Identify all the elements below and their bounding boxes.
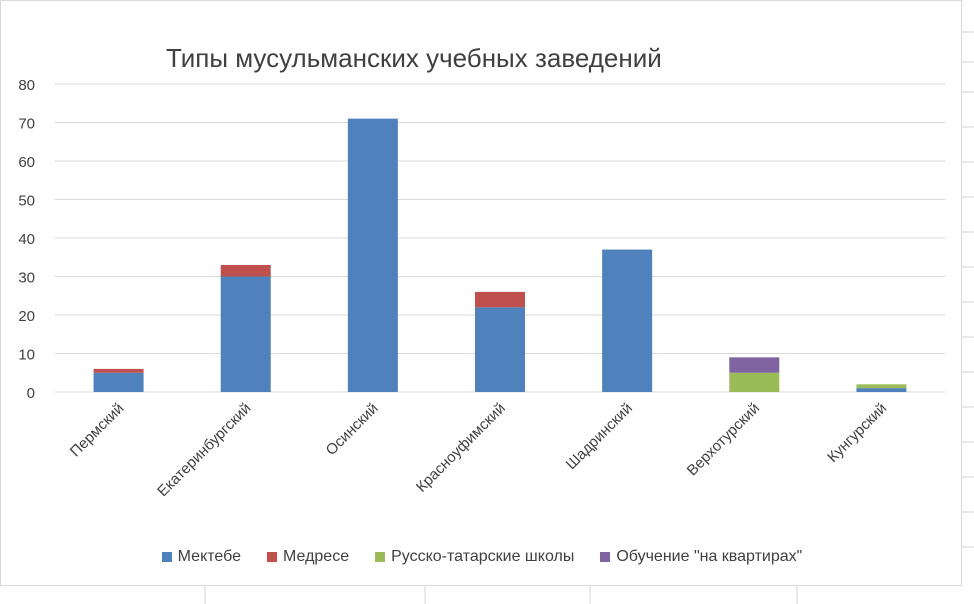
chart-area[interactable]: Типы мусульманских учебных заведений 0 10… xyxy=(0,0,962,586)
y-tick-label: 10 xyxy=(18,347,35,364)
y-tick-label: 20 xyxy=(18,308,35,325)
bar-3-6 xyxy=(729,372,780,392)
bar-2-4 xyxy=(475,291,525,308)
x-tick-label: Шадринский xyxy=(563,400,636,473)
bar-3-7 xyxy=(856,384,907,389)
legend-swatch xyxy=(267,552,278,562)
legend-swatch xyxy=(375,552,386,562)
chart-title: Типы мусульманских учебных заведений xyxy=(166,43,662,73)
legend-item-1[interactable]: Мектебе xyxy=(161,548,242,566)
y-tick-label: 80 xyxy=(18,77,35,94)
bar-2-1 xyxy=(93,368,144,373)
bar-1-2 xyxy=(220,276,271,392)
y-tick-label: 60 xyxy=(18,154,35,171)
legend-item-2[interactable]: Медресе xyxy=(267,548,349,566)
legend-swatch xyxy=(600,552,611,562)
bar-1-7 xyxy=(856,388,907,392)
x-tick-label: Осинский xyxy=(323,400,382,459)
y-tick-label: 70 xyxy=(18,116,35,133)
bar-2-2 xyxy=(220,264,271,277)
legend-item-3[interactable]: Русско-татарские школы xyxy=(375,548,574,566)
plot-area: 0 10 20 30 40 50 60 70 80 Пермский Екатеринбургски… xyxy=(18,77,945,500)
legend-label: Русско-татарские школы xyxy=(391,548,575,565)
y-tick-label: 50 xyxy=(18,193,35,210)
legend[interactable]: Мектебе Медресе Русско-татарские школы Обуч… xyxy=(1,548,963,566)
legend-swatch xyxy=(161,552,172,562)
x-tick-label: Екатеринбургский xyxy=(154,400,254,500)
x-tick-label: Кунгурский xyxy=(824,400,890,466)
legend-label: Мектебе xyxy=(177,548,242,565)
x-tick-label: Красноуфимский xyxy=(413,400,509,496)
y-tick-label: 0 xyxy=(27,385,35,402)
y-tick-label: 30 xyxy=(18,270,35,287)
legend-label: Медресе xyxy=(283,548,350,565)
bar-1-4 xyxy=(475,307,525,392)
bar-1-1 xyxy=(93,372,144,392)
legend-item-4[interactable]: Обучение "на квартирах" xyxy=(600,548,802,566)
x-tick-label: Пермский xyxy=(67,400,128,461)
x-tick-label: Верхотурский xyxy=(684,400,763,479)
bar-1-5 xyxy=(602,249,653,392)
y-tick-label: 40 xyxy=(18,231,35,248)
bar-4-6 xyxy=(729,357,780,373)
legend-label: Обучение "на квартирах" xyxy=(616,548,803,565)
bar-1-3 xyxy=(347,118,398,393)
